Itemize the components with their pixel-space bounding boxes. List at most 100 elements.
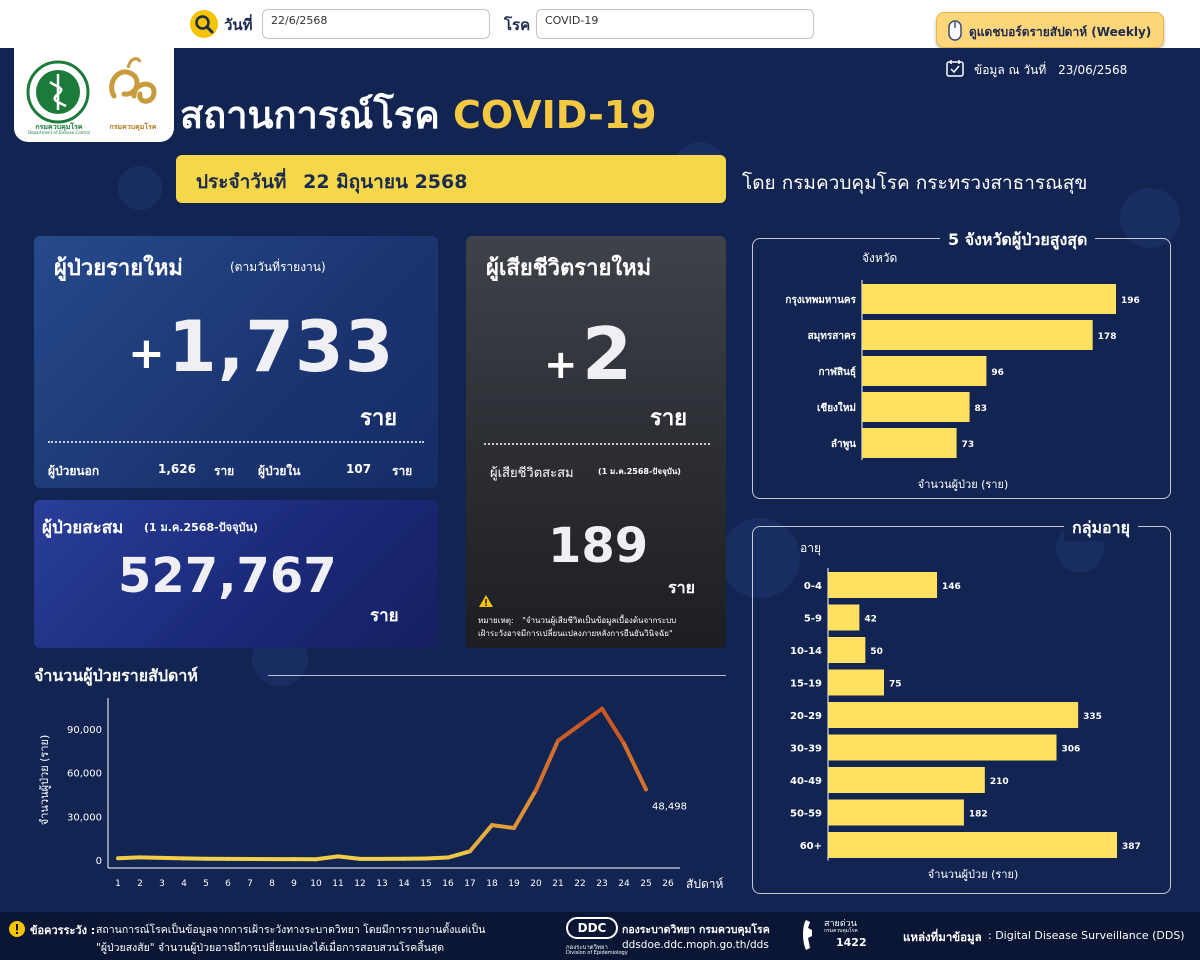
x-tick-label: 20: [530, 879, 542, 889]
date-filter-label: วันที่: [224, 16, 253, 34]
warning-icon: [479, 595, 493, 607]
series-line-segment: [314, 854, 340, 862]
series-line-segment: [336, 854, 362, 861]
bar-value-label: 210: [990, 777, 1009, 787]
cumulative-deaths-label: ผู้เสียชีวิตสะสม: [490, 466, 574, 481]
cumulative-cases-panel: ผู้ป่วยสะสม (1 ม.ค.2568-ปัจจุบัน) 527,76…: [34, 500, 438, 648]
bar-value-label: 387: [1122, 842, 1141, 852]
cumulative-cases-unit: ราย: [370, 606, 399, 626]
series-line-segment: [424, 855, 450, 861]
data-as-of: ข้อมูล ณ วันที่ 23/06/2568: [974, 61, 1127, 80]
weekly-chart-title: จำนวนผู้ป่วยรายสัปดาห์: [34, 664, 204, 689]
logo1-text: กรมควบคุมโรค: [35, 123, 83, 131]
series-line-segment: [578, 706, 604, 727]
x-tick-label: 25: [640, 879, 651, 889]
bar-category-label: 0-4: [804, 581, 822, 592]
y-tick-label: 0: [96, 856, 102, 867]
bar: [862, 284, 1116, 314]
series-line-segment: [534, 738, 560, 793]
y-tick-label: 90,000: [67, 725, 102, 736]
bar-category-label: เชียงใหม่: [817, 401, 856, 414]
division-url[interactable]: ddsdoe.ddc.moph.go.th/dds: [622, 939, 769, 951]
x-tick-label: 4: [181, 879, 187, 889]
bar-category-label: 20-29: [790, 711, 822, 722]
inpatient-label: ผู้ป่วยใน: [258, 464, 301, 478]
calendar-check-icon: [946, 60, 964, 77]
x-tick-label: 7: [247, 879, 253, 889]
x-tick-label: 14: [398, 879, 410, 889]
page-title-text: สถานการณ์โรค: [180, 93, 440, 137]
bar-value-label: 182: [969, 810, 988, 820]
y-tick-label: 30,000: [67, 812, 102, 823]
new-cases-divider: [48, 441, 424, 443]
age-group-box: [752, 526, 1171, 894]
filter-bar: วันที่ 22/6/2568 โรค COVID-19 ดูแดชบอร์ด…: [0, 0, 1200, 48]
series-line-segment: [556, 722, 582, 743]
bar: [862, 428, 957, 458]
x-tick-label: 1: [115, 879, 121, 889]
division-name: กองระบาดวิทยา กรมควบคุมโรค: [622, 924, 770, 936]
x-tick-label: 2: [137, 879, 143, 889]
bar-category-label: ลำพูน: [831, 438, 856, 451]
bar: [862, 392, 970, 422]
disease-filter-label: โรค: [504, 16, 531, 34]
bar: [828, 669, 885, 696]
x-tick-label: 3: [159, 879, 165, 889]
logo1-subtext: Department of Disease Control: [27, 130, 91, 135]
new-deaths-title: ผู้เสียชีวิตรายใหม่: [486, 256, 652, 281]
x-tick-label: 18: [486, 879, 498, 889]
bar-category-label: กรุงเทพมหานคร: [785, 295, 856, 306]
series-line-segment: [468, 823, 494, 854]
death-note-line2: เฝ้าระวังอาจมีการเปลี่ยนแปลงภายหลังการยื…: [478, 629, 673, 638]
publisher-line: โดย กรมควบคุมโรค กระทรวงสาธารณสุข: [742, 172, 1088, 194]
series-line-segment: [116, 855, 142, 861]
logo2-text: กรมควบคุมโรค: [109, 123, 157, 131]
x-tick-label: 12: [354, 879, 365, 889]
x-tick-label: 21: [552, 879, 563, 889]
x-tick-label: 8: [269, 879, 275, 889]
x-tick-label: 13: [376, 879, 387, 889]
bar-value-label: 75: [889, 680, 902, 690]
new-deaths-unit: ราย: [650, 406, 688, 431]
x-tick-label: 23: [596, 879, 607, 889]
x-tick-label: 15: [420, 879, 431, 889]
bar-value-label: 306: [1062, 745, 1081, 755]
bar-value-label: 50: [870, 647, 883, 657]
bar: [828, 734, 1057, 761]
bar: [828, 767, 985, 793]
cumulative-cases-value: 527,767: [118, 548, 337, 604]
bar-category-label: 50-59: [790, 809, 822, 820]
bar: [828, 637, 866, 663]
series-line-segment: [600, 706, 626, 746]
new-cases-plus: +: [128, 328, 165, 379]
search-button[interactable]: [190, 10, 218, 38]
ddc-logo-sub-en: Division of Epidemiology: [566, 950, 628, 956]
date-filter-input[interactable]: 22/6/2568: [262, 9, 490, 39]
y-tick-label: 60,000: [67, 769, 102, 780]
bar-value-label: 335: [1083, 712, 1102, 722]
weekly-dashboard-button[interactable]: ดูแดชบอร์ดรายสัปดาห์ (Weekly): [936, 12, 1164, 48]
new-cases-unit: ราย: [360, 406, 398, 431]
bar-category-label: 10-14: [790, 646, 822, 657]
bar-value-label: 73: [962, 440, 975, 450]
x-tick-label: 22: [574, 879, 585, 889]
data-as-of-label: ข้อมูล ณ วันที่: [974, 63, 1047, 77]
x-tick-label: 5: [203, 879, 209, 889]
bar-category-label: 30-39: [790, 744, 822, 755]
bar-value-label: 196: [1121, 296, 1140, 306]
x-axis-title: สัปดาห์: [686, 877, 723, 890]
x-axis-title: จำนวนผู้ป่วย (ราย): [928, 868, 1019, 881]
x-tick-label: 17: [464, 879, 475, 889]
bar-value-label: 96: [991, 368, 1004, 378]
caution-label: ข้อควรระวัง :: [30, 924, 96, 937]
x-axis-title: จำนวนผู้ป่วย (ราย): [918, 478, 1009, 491]
top5-provinces-title: 5 จังหวัดผู้ป่วยสูงสุด: [940, 228, 1096, 253]
cumulative-deaths-value: 189: [548, 518, 649, 574]
bar-category-label: 60+: [800, 841, 822, 852]
disease-filter-select[interactable]: COVID-19: [536, 9, 814, 39]
bar-category-label: กาฬสินธุ์: [818, 366, 856, 378]
cumulative-deaths-sub: (1 ม.ค.2568-ปัจจุบัน): [598, 467, 681, 476]
age-group-title: กลุ่มอายุ: [1064, 516, 1139, 541]
new-cases-subtitle: (ตามวันที่รายงาน): [230, 260, 326, 274]
category-header: อายุ: [800, 541, 821, 556]
